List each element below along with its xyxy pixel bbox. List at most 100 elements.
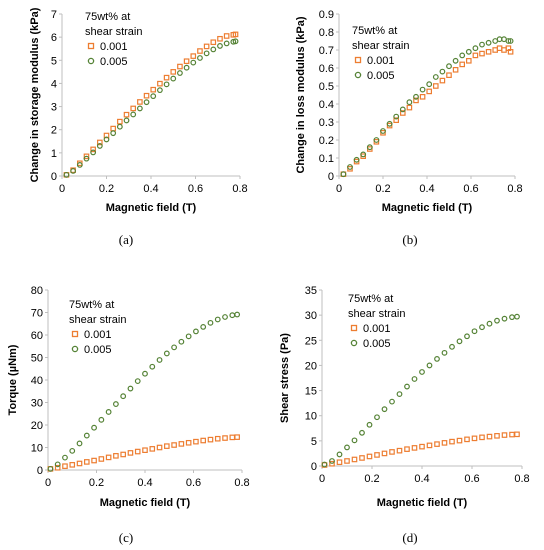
data-point [143,99,150,106]
data-point [464,333,470,340]
data-point [105,409,112,415]
data-point [210,46,217,53]
data-point [103,136,110,143]
chart-panel-c: 0 10 20 30 40 50 60 70 80 0 0.2 0.4 0.6 0.8 Magnetic f… [7,285,250,545]
y-axis-label: Change in loss modulus (kPa) [295,16,307,173]
data-point [69,462,76,468]
y-axis-label: Change in storage modulus (kPa) [29,7,41,182]
data-point [83,155,90,162]
data-point [143,92,150,99]
data-point [197,48,203,54]
data-point [142,447,148,454]
data-point [336,459,343,466]
data-point [134,448,141,455]
data-point [110,130,117,137]
data-point [214,435,221,442]
data-point [207,319,214,326]
data-point [76,161,83,168]
data-point [69,447,76,454]
data-point [507,48,514,55]
data-point [374,414,380,421]
data-point [396,391,403,397]
data-point [381,406,388,413]
data-point [411,376,418,382]
data-point [501,47,507,53]
data-point [419,443,425,450]
y-tick-label: 60 [31,330,43,342]
y-tick-label: 30 [31,398,43,410]
data-point [234,434,240,440]
y-tick-label: 7 [51,9,57,21]
y-tick-label: 15 [305,386,317,398]
data-point [171,442,177,448]
data-point [183,58,190,65]
data-point [229,434,236,441]
y-tick-label: 80 [31,285,43,297]
data-point [193,438,199,445]
data-point [351,437,358,444]
data-point [374,452,380,458]
data-point [223,40,230,47]
data-point [459,61,466,68]
legend-title-line-2: shear strain [69,314,126,326]
x-axis-label: Magnetic field (T) [377,497,468,509]
data-point [505,38,512,44]
y-tick-label: 0.4 [319,99,334,111]
x-tick-label: 0.2 [375,183,390,195]
data-point [112,401,119,407]
data-point [47,465,54,472]
data-point [441,349,448,356]
data-point [404,383,410,390]
data-point [404,446,410,452]
x-tick-label: 0.6 [463,183,478,195]
data-point [62,454,68,461]
y-tick-label: 0.7 [319,45,334,57]
data-point [446,63,452,70]
data-point [507,38,514,44]
data-point [197,55,203,61]
x-tick-label: 0.8 [232,183,247,195]
data-point [486,433,493,440]
y-tick-label: 40 [31,375,43,387]
data-point [353,156,360,163]
data-point [449,343,455,350]
data-point [494,433,500,439]
data-point [359,429,365,436]
data-point [137,99,143,105]
data-point [446,72,452,79]
data-point [485,48,492,55]
data-point [406,99,413,106]
x-tick-label: 0.8 [514,473,529,485]
y-tick-label: 30 [305,310,317,322]
data-point [217,43,223,49]
data-point [344,444,350,451]
legend-label: 0.005 [84,344,112,356]
x-tick-label: 0.6 [188,183,203,195]
series-0-001 [47,434,240,472]
x-tick-label: 0 [319,473,325,485]
x-tick-label: 0.4 [419,183,434,195]
y-tick-label: 0 [311,461,317,473]
y-tick-label: 0.5 [319,81,334,93]
data-point [130,111,137,118]
y-tick-label: 2 [51,125,57,137]
data-point [113,453,119,459]
data-point [406,104,413,111]
data-point [200,437,207,444]
data-point [90,146,96,153]
chart-panel-d: 0 5 10 15 20 25 30 35 0 0.2 0.4 0.6 0.8 Magnetic fiel… [279,285,530,545]
data-point [433,83,439,89]
y-tick-label: 0.6 [319,63,334,75]
data-point [466,57,472,64]
y-tick-label: 0.1 [319,153,334,165]
y-tick-label: 20 [305,360,317,372]
y-tick-label: 5 [311,436,317,448]
y-tick-label: 10 [31,443,43,455]
data-point [157,80,163,87]
y-tick-label: 10 [305,411,317,423]
data-point [366,144,373,151]
data-point [486,320,493,327]
data-point [83,459,90,465]
y-tick-label: 4 [51,78,57,90]
